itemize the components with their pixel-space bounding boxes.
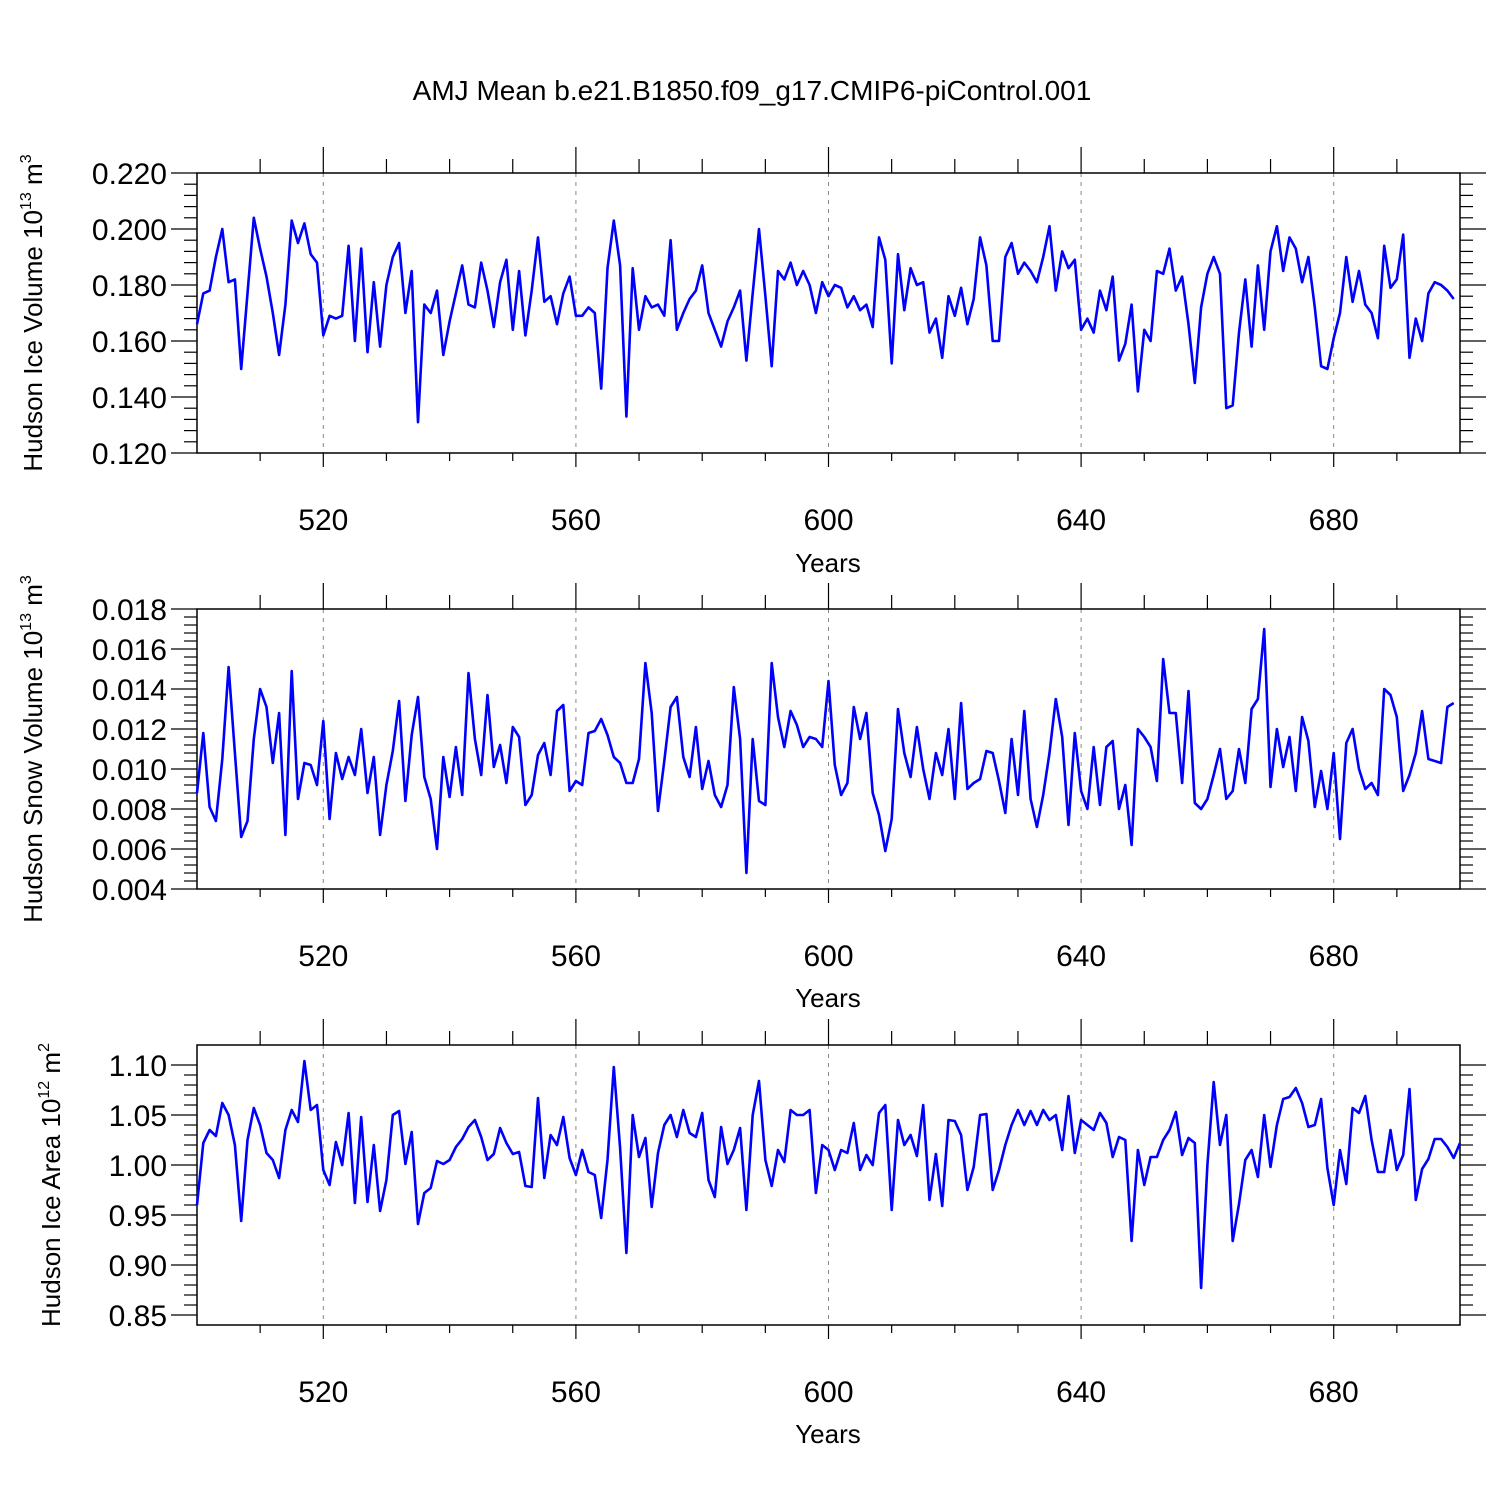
y-tick-label: 0.014: [92, 674, 167, 707]
x-gridlines: [322, 173, 1335, 453]
x-tick-label: 640: [1056, 1376, 1106, 1409]
y-axis-label: Hudson Ice Area 1012 m2: [36, 1043, 66, 1327]
y-tick-label: 0.018: [92, 594, 167, 627]
tick-labels: 520 560 600 640 680 0.120 0.140 0.160 0.180 0.200…: [92, 158, 1359, 537]
x-tick-label: 600: [803, 504, 853, 537]
plot-frame: [196, 608, 1461, 890]
x-axis-label: Years: [795, 983, 861, 1013]
y-tick-label: 0.004: [92, 874, 167, 907]
ice-area-line: [195, 1059, 1462, 1290]
y-axis-label: Hudson Ice Volume 1013 m3: [18, 154, 48, 471]
ice-volume-line: [195, 216, 1455, 424]
y-tick-label: 0.90: [109, 1250, 167, 1283]
y-tick-label: 0.140: [92, 382, 167, 415]
x-tick-label: 520: [298, 940, 348, 973]
y-tick-label: 1.00: [109, 1150, 167, 1183]
y-tick-label: 0.120: [92, 438, 167, 471]
x-tick-label: 640: [1056, 940, 1106, 973]
y-tick-label: 0.160: [92, 326, 167, 359]
y-tick-label: 0.220: [92, 158, 167, 191]
x-tick-label: 560: [551, 504, 601, 537]
y-tick-label: 0.200: [92, 214, 167, 247]
axis-ticks: [171, 583, 1486, 903]
y-axis-label: Hudson Snow Volume 1013 m3: [18, 575, 48, 923]
tick-labels: 520 560 600 640 680 0.85 0.90 0.95 1.00 1.05 1.10: [109, 1050, 1359, 1409]
panel-ice-volume: 520 560 600 640 680 0.120 0.140 0.160 0.180 0.200…: [18, 147, 1486, 578]
x-tick-label: 680: [1309, 504, 1359, 537]
x-axis-label: Years: [795, 1419, 861, 1449]
x-tick-label: 640: [1056, 504, 1106, 537]
y-tick-label: 1.10: [109, 1050, 167, 1083]
y-tick-label: 0.012: [92, 714, 167, 747]
x-tick-label: 600: [803, 940, 853, 973]
plot-frame: [196, 172, 1461, 454]
x-tick-label: 560: [551, 1376, 601, 1409]
snow-volume-line: [195, 627, 1455, 875]
x-tick-label: 520: [298, 504, 348, 537]
x-gridlines: [322, 1045, 1335, 1325]
tick-labels: 520 560 600 640 680 0.004 0.006 0.008 0.010 0.012…: [92, 594, 1359, 973]
x-tick-label: 520: [298, 1376, 348, 1409]
axis-ticks: [171, 1019, 1486, 1339]
x-tick-label: 680: [1309, 940, 1359, 973]
chart-title: AMJ Mean b.e21.B1850.f09_g17.CMIP6-piCon…: [413, 75, 1092, 106]
plot-frame: [196, 1044, 1461, 1326]
axis-ticks: [171, 147, 1486, 467]
panel-ice-area: 520 560 600 640 6800.850.900.951.001.051.10 …: [36, 1019, 1486, 1449]
y-tick-label: 0.010: [92, 754, 167, 787]
y-tick-label: 0.95: [109, 1200, 167, 1233]
x-tick-label: 680: [1309, 1376, 1359, 1409]
y-tick-label: 0.180: [92, 270, 167, 303]
y-tick-label: 1.05: [109, 1100, 167, 1133]
y-tick-label: 0.016: [92, 634, 167, 667]
y-tick-label: 0.006: [92, 834, 167, 867]
x-axis-label: Years: [795, 548, 861, 578]
x-tick-label: 560: [551, 940, 601, 973]
panel-snow-volume: 520 560 600 640 680 0.004 0.006 0.008 0.010 0.012…: [18, 575, 1486, 1013]
y-tick-label: 0.85: [109, 1300, 167, 1333]
y-tick-label: 0.008: [92, 794, 167, 827]
x-tick-label: 600: [803, 1376, 853, 1409]
x-gridlines: [322, 609, 1335, 889]
